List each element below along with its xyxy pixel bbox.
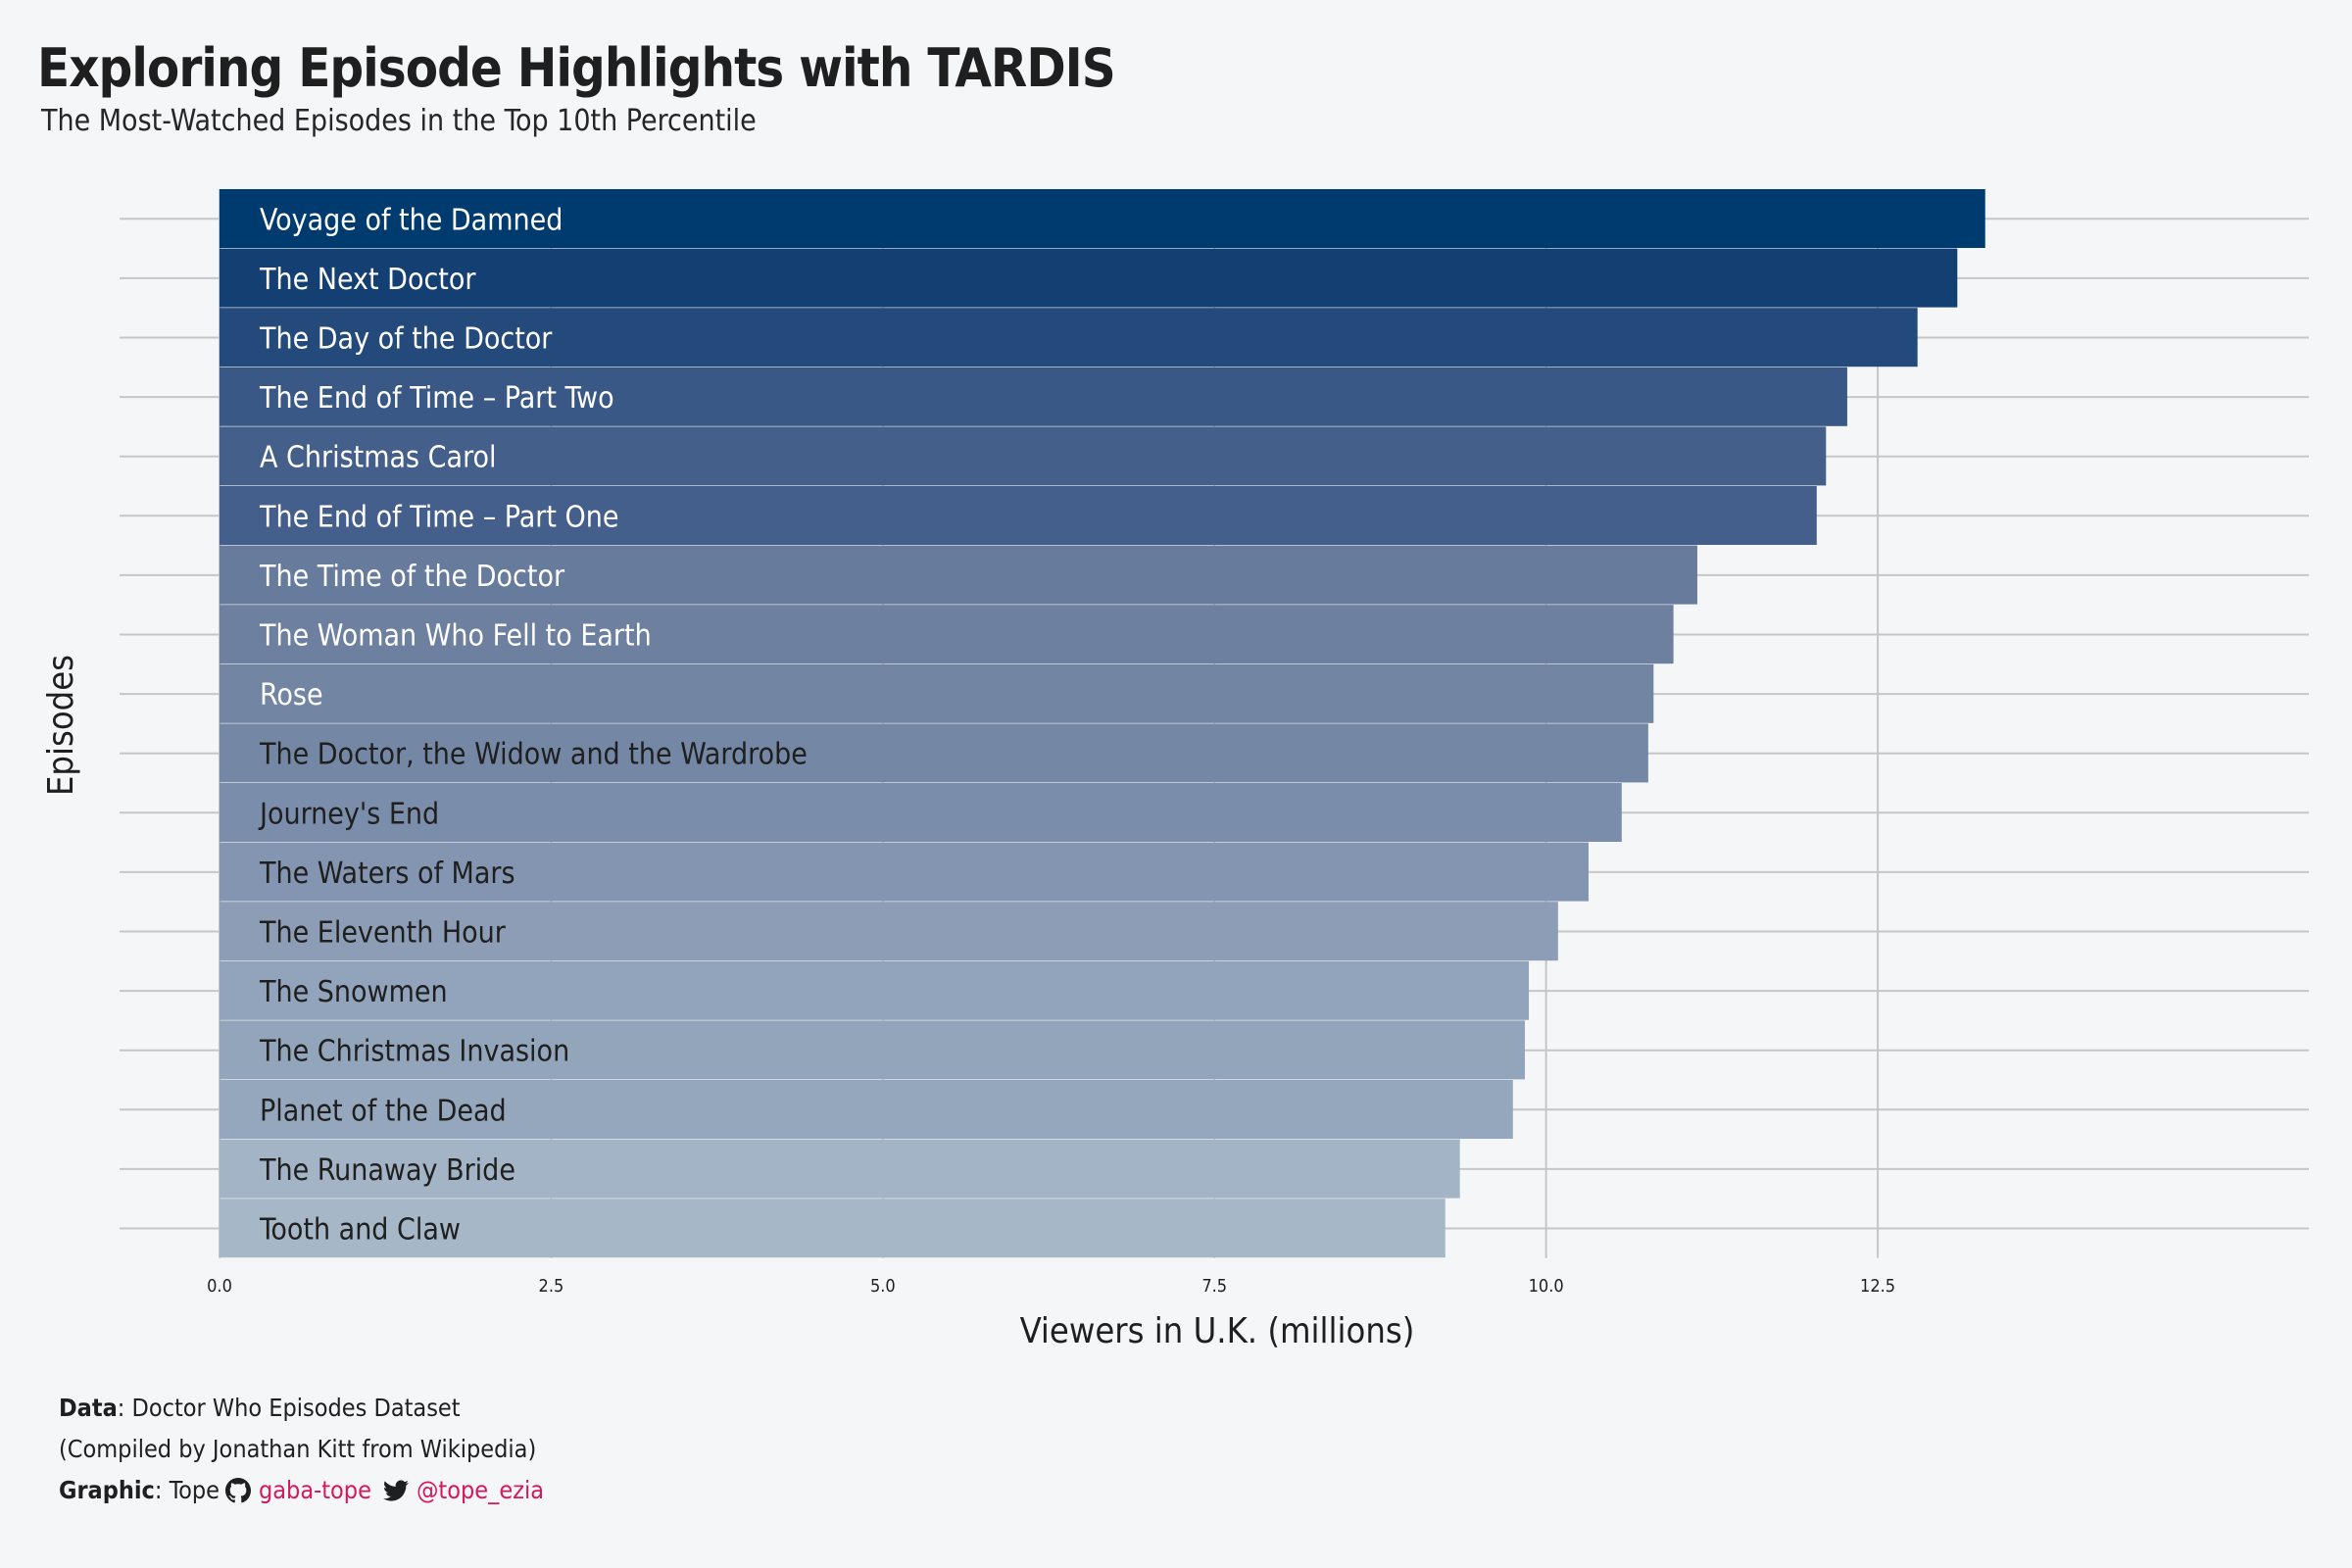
bar-label: The Waters of Mars [259, 857, 515, 891]
chart-title: Exploring Episode Highlights with TARDIS [37, 37, 1116, 99]
bar [220, 545, 1697, 605]
caption-graphic: Graphic: Tope gaba-tope @tope_ezia [59, 1476, 544, 1504]
caption-graphic-label: Graphic [59, 1476, 155, 1504]
bar-label: The Day of the Doctor [259, 322, 553, 357]
x-tick-label: 10.0 [1529, 1276, 1564, 1297]
bar [220, 308, 1918, 368]
bar [220, 902, 1558, 961]
x-tick-label: 2.5 [539, 1276, 564, 1297]
bar [220, 723, 1648, 783]
caption-graphic-text: : Tope [154, 1476, 220, 1504]
bar-label: Journey's End [258, 797, 439, 831]
x-tick-label: 7.5 [1201, 1276, 1227, 1297]
bar [220, 783, 1622, 842]
bar [220, 189, 1985, 248]
bar-label: Tooth and Claw [259, 1213, 461, 1248]
x-axis-label: Viewers in U.K. (millions) [1020, 1311, 1415, 1351]
bar [220, 960, 1530, 1020]
bar-label: The Runaway Bride [259, 1153, 515, 1188]
caption-compiled: (Compiled by Jonathan Kitt from Wikipedi… [59, 1435, 536, 1463]
twitter-icon [382, 1479, 409, 1501]
bar [220, 486, 1817, 545]
y-axis-label: Episodes [41, 655, 81, 796]
x-axis-ticks: 0.0 2.5 5.0 7.5 10.0 12.5 [207, 1276, 1895, 1297]
caption-data-text: : Doctor Who Episodes Dataset [117, 1394, 461, 1422]
bar [220, 1139, 1460, 1199]
bar [220, 1199, 1446, 1258]
github-handle[interactable]: gaba-tope [258, 1476, 371, 1504]
bar-label: The Time of the Doctor [259, 560, 565, 594]
bar-label: The Doctor, the Widow and the Wardrobe [259, 738, 808, 772]
bar-label: Voyage of the Damned [260, 203, 563, 237]
bar [220, 426, 1827, 486]
bar-label: The Eleventh Hour [259, 916, 507, 951]
caption-data: Data: Doctor Who Episodes Dataset [59, 1394, 461, 1422]
bar [220, 842, 1589, 902]
caption-compiled-text: (Compiled by Jonathan Kitt from Wikipedi… [59, 1435, 537, 1463]
bar-labels: Voyage of the Damned The Next Doctor The D… [258, 203, 808, 1247]
bar-label: A Christmas Carol [260, 441, 497, 475]
bar [220, 1080, 1513, 1139]
bar [220, 1020, 1525, 1080]
bar-label: Planet of the Dead [260, 1094, 507, 1128]
bar-label: The Christmas Invasion [259, 1035, 569, 1069]
caption-data-label: Data [59, 1394, 118, 1422]
chart-subtitle: The Most-Watched Episodes in the Top 10t… [41, 104, 757, 138]
bar [220, 367, 1847, 426]
bar [220, 248, 1958, 308]
twitter-handle[interactable]: @tope_ezia [416, 1476, 545, 1504]
x-tick-label: 12.5 [1860, 1276, 1895, 1297]
x-tick-label: 5.0 [870, 1276, 896, 1297]
bar-label: Rose [260, 678, 323, 712]
bar [220, 605, 1674, 664]
bar-label: The End of Time – Part One [259, 500, 618, 534]
bar-label: The Snowmen [259, 975, 448, 1009]
github-icon [224, 1477, 251, 1502]
bar-label: The Next Doctor [259, 263, 476, 297]
x-tick-label: 0.0 [207, 1276, 232, 1297]
bar [220, 663, 1654, 723]
bars [220, 189, 1985, 1258]
bar-label: The End of Time – Part Two [259, 381, 614, 416]
bar-label: The Woman Who Fell to Earth [259, 619, 652, 654]
